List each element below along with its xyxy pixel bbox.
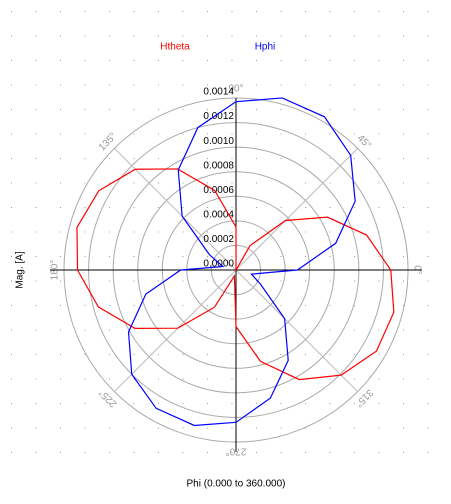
r-tick-label: 0.0008 bbox=[203, 160, 234, 171]
r-tick-label: 0.0006 bbox=[203, 185, 234, 196]
angle-label: 90° bbox=[228, 84, 243, 95]
legend-label: Hphi bbox=[255, 42, 276, 53]
y-axis-label: Mag. [A] bbox=[15, 251, 26, 288]
x-axis-label: Phi (0.000 to 360.000) bbox=[187, 479, 286, 490]
r-tick-label: 0.0000 bbox=[203, 259, 234, 270]
r-tick-label: 0.0002 bbox=[203, 234, 234, 245]
grid-spoke bbox=[235, 269, 358, 392]
dot-grid bbox=[0, 0, 451, 470]
r-tick-label: 0.0010 bbox=[203, 136, 234, 147]
series-line bbox=[76, 168, 395, 381]
grid-spoke bbox=[114, 269, 237, 392]
r-tick-label: 0.0004 bbox=[203, 209, 234, 220]
grid-spoke bbox=[235, 148, 358, 271]
series-line bbox=[127, 97, 356, 427]
legend-label: Htheta bbox=[160, 42, 190, 53]
r-tick-label: 0.0012 bbox=[203, 111, 234, 122]
r-tick-label: 0.0014 bbox=[203, 87, 234, 98]
grid-spoke bbox=[114, 148, 237, 271]
legend: Htheta Hphi bbox=[160, 42, 275, 53]
